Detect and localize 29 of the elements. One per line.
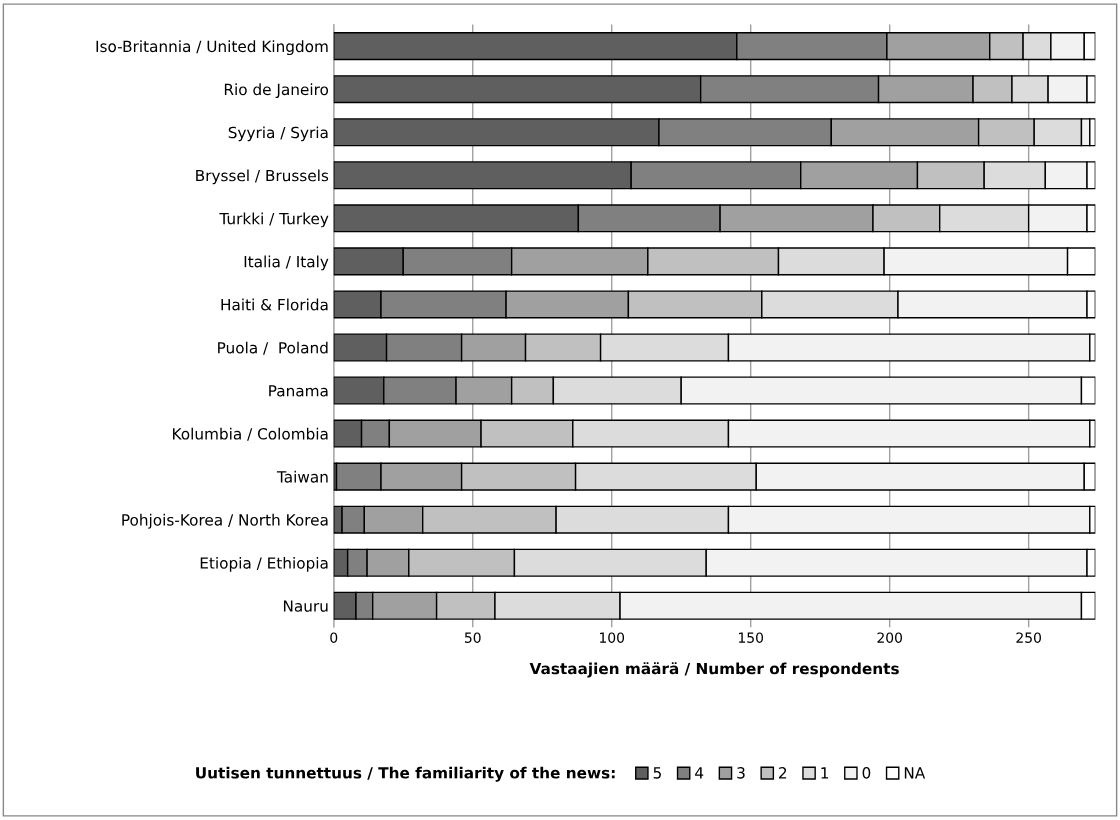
legend-label: 4 xyxy=(695,767,704,779)
y-tick-label: Kolumbia / Colombia xyxy=(173,427,328,441)
x-tick-label: 200 xyxy=(877,632,902,643)
y-tick-label: Italia / Italy xyxy=(244,255,329,271)
legend-label: 1 xyxy=(821,767,829,779)
legend-title: Uutisen tunnettuus / The familiarity of the news: xyxy=(196,766,615,782)
y-tick-label: Syyria / Syria xyxy=(228,126,328,142)
y-tick-label: Etiopia / Ethiopia xyxy=(200,556,328,572)
x-tick-label: 100 xyxy=(599,632,625,643)
y-tick-label: Bryssel / Brussels xyxy=(196,169,329,185)
y-tick-label: Nauru xyxy=(283,600,328,612)
legend-label: NA xyxy=(904,767,926,779)
y-tick-label: Pohjois-Korea / North Korea xyxy=(122,513,328,529)
x-tick-label: 250 xyxy=(1016,632,1041,643)
x-tick-label: 50 xyxy=(464,632,481,643)
legend-label: 0 xyxy=(862,767,871,779)
legend-label: 3 xyxy=(737,767,745,779)
x-tick-label: 0 xyxy=(330,632,338,643)
y-tick-label: Puola / Poland xyxy=(218,341,328,355)
x-tick-label: 150 xyxy=(738,632,764,643)
y-tick-label: Rio de Janeiro xyxy=(224,83,329,99)
legend-label: 5 xyxy=(653,767,661,779)
legend-label: 2 xyxy=(779,767,787,779)
y-tick-label: Iso-Britannia / United Kingdom xyxy=(96,40,328,56)
y-tick-label: Turkki / Turkey xyxy=(219,212,329,228)
y-tick-label: Haiti & Florida xyxy=(221,298,328,311)
y-tick-label: Taiwan xyxy=(276,470,328,483)
y-tick-label: Panama xyxy=(269,385,328,397)
x-axis-title: Vastaajien määrä / Number of respondents xyxy=(529,662,899,678)
